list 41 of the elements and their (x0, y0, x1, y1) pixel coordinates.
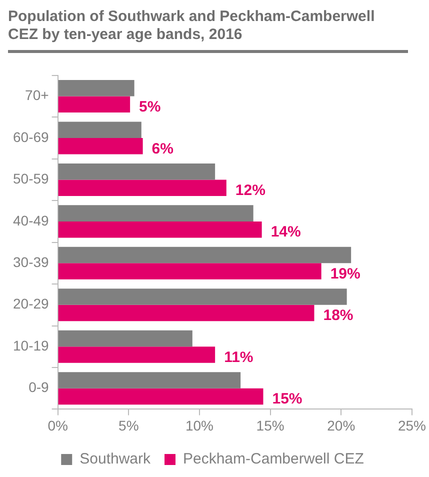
bar (58, 246, 352, 264)
x-tick-label: 20% (327, 417, 356, 434)
bar (58, 330, 192, 347)
bar (58, 304, 314, 322)
bar (58, 80, 134, 96)
y-tick-label: 0-9 (28, 379, 50, 396)
x-tick-label: 25% (398, 417, 426, 434)
y-tick-label: 20-29 (12, 296, 50, 312)
data-label: 5% (139, 98, 161, 116)
x-tick-label: 0% (48, 417, 68, 434)
x-tick-label: 5% (118, 417, 139, 434)
chart-title: Population of Southwark and Peckham-Camberwell CEZ by ten-year age bands, 2016 (8, 8, 408, 53)
y-tick-label: 30-39 (12, 254, 50, 270)
legend-label: Peckham-Camberwell CEZ (182, 450, 364, 468)
y-tick-label: 60-69 (12, 128, 50, 145)
data-label: 18% (323, 307, 354, 324)
y-tick-label: 70+ (25, 87, 49, 104)
bar (58, 180, 226, 196)
bar (58, 346, 216, 363)
data-label: 15% (272, 390, 302, 408)
data-label: 12% (235, 182, 266, 199)
y-tick-label: 50-59 (12, 170, 50, 187)
data-label: 6% (152, 140, 174, 158)
bar (58, 96, 130, 113)
y-tick-label: 40-49 (12, 212, 50, 228)
bar (58, 163, 216, 180)
bar (58, 263, 322, 280)
data-label: 14% (270, 224, 301, 241)
bar (58, 288, 347, 305)
bar (58, 138, 143, 154)
x-tick-label: 10% (185, 417, 214, 434)
bar (58, 388, 264, 405)
y-tick-label: 10-19 (12, 337, 50, 354)
bar (58, 122, 142, 138)
legend-label: Southwark (80, 450, 151, 468)
bar (58, 205, 254, 222)
bar (58, 221, 262, 238)
data-label: 11% (224, 348, 254, 366)
bar (58, 372, 241, 388)
x-tick-label: 15% (256, 417, 284, 434)
data-label: 19% (330, 265, 360, 282)
